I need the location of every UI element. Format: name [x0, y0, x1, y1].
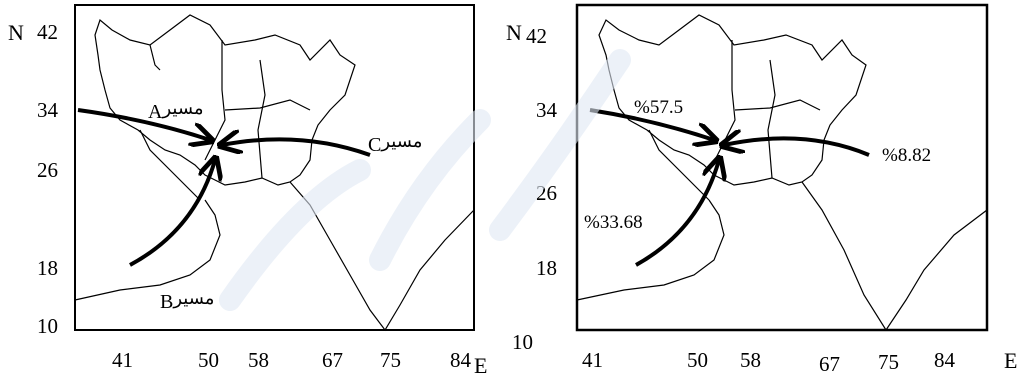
right-coastline: [598, 14, 867, 186]
right-east-label: E: [1004, 348, 1018, 373]
left-lon-tick-58: 58: [248, 348, 269, 372]
right-lon-tick-58: 58: [740, 348, 761, 372]
right-route-a-percent: %57.5: [634, 97, 684, 118]
left-route-c-label: Cمسیر: [368, 131, 423, 156]
right-route-b-arrow: [635, 160, 719, 267]
right-lat-tick-18: 18: [536, 256, 557, 280]
left-lon-tick-50: 50: [198, 348, 219, 372]
left-route-b-label: Bمسیر: [160, 288, 215, 313]
right-lon-tick-50: 50: [687, 348, 708, 372]
left-lat-tick-42: 42: [37, 20, 58, 44]
right-route-c-arrow: [724, 138, 870, 157]
left-caspian: [149, 44, 161, 71]
left-lat-tick-26: 26: [37, 158, 58, 182]
right-border-3: [767, 59, 776, 179]
right-lon-tick-41: 41: [582, 348, 603, 372]
left-route-a-arrow: [77, 108, 210, 140]
left-lon-tick-84: 84: [450, 348, 471, 372]
right-lat-tick-26: 26: [536, 181, 557, 205]
left-border-1: [204, 40, 226, 161]
left-north-label: N: [8, 20, 24, 45]
right-lat-tick-34: 34: [536, 98, 557, 122]
right-india: [801, 181, 988, 332]
right-route-c-percent: %8.82: [882, 145, 932, 166]
right-lon-tick-67: 67: [819, 352, 840, 376]
right-north-label: N: [506, 20, 522, 45]
left-lon-tick-67: 67: [322, 348, 343, 372]
right-lat-tick-42: 42: [526, 24, 547, 48]
left-lon-tick-41: 41: [112, 348, 133, 372]
left-lat-tick-18: 18: [37, 256, 58, 280]
left-coastline: [94, 14, 356, 186]
left-route-a-label: Aمسیر: [148, 98, 204, 123]
left-east-label: E: [474, 353, 488, 378]
left-gulf: [139, 129, 201, 201]
right-route-b-percent: %33.68: [584, 212, 643, 233]
right-lon-tick-84: 84: [934, 348, 955, 372]
left-lat-tick-10: 10: [37, 314, 58, 338]
left-route-b-arrow: [129, 160, 215, 267]
map-panel-left: N 42 34 26 18 10 41 50 58 67 75 84 E Aمس…: [8, 4, 488, 378]
left-border-2: [224, 99, 311, 111]
left-route-c-arrow: [222, 139, 371, 157]
right-border-2: [734, 99, 821, 111]
left-map-drawing: [74, 4, 475, 332]
left-arabia: [74, 199, 221, 301]
map-panel-right: N 42 34 26 18 10 41 50 58 67 75 84 E %57…: [506, 0, 1028, 385]
left-lon-tick-75: 75: [380, 348, 401, 372]
left-lat-tick-34: 34: [37, 98, 58, 122]
right-gulf: [648, 129, 710, 201]
left-border-3: [257, 59, 266, 179]
right-map-drawing: [575, 3, 989, 332]
right-lat-tick-10: 10: [512, 330, 533, 354]
right-map-frame: [575, 3, 989, 332]
left-india: [289, 181, 475, 332]
right-lon-tick-75: 75: [878, 350, 899, 374]
